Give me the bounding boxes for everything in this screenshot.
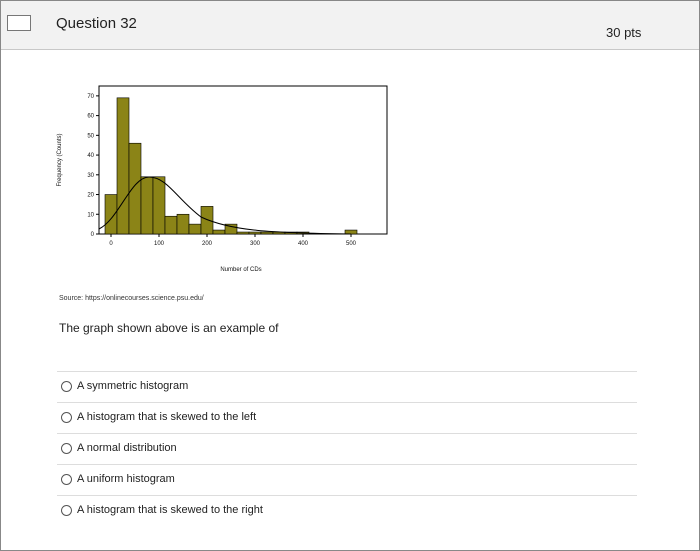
question-header: Question 32 30 pts [1, 1, 699, 50]
bar [212, 229, 226, 235]
radio[interactable] [61, 474, 72, 485]
x-tick-label: 0 [109, 241, 113, 247]
y-axis-label: Frequency (Counts) [57, 133, 63, 186]
option[interactable]: A histogram that is skewed to the left [57, 402, 637, 433]
bar [176, 213, 190, 235]
y-tick-label: 40 [87, 153, 94, 159]
bar [260, 231, 274, 235]
y-tick-label: 60 [87, 114, 94, 120]
option-label[interactable]: A histogram that is skewed to the right [77, 504, 263, 516]
question-title: Question 32 [56, 15, 137, 32]
radio[interactable] [61, 443, 72, 454]
bar [236, 231, 250, 235]
radio[interactable] [61, 381, 72, 392]
bar [128, 142, 142, 235]
bar [104, 194, 118, 235]
points: 30 pts [606, 25, 642, 40]
x-tick-label: 100 [154, 241, 165, 247]
x-tick-label: 300 [250, 241, 261, 247]
option-label[interactable]: A uniform histogram [77, 473, 175, 485]
bar [116, 97, 130, 235]
option[interactable]: A symmetric histogram [57, 371, 637, 402]
radio[interactable] [61, 412, 72, 423]
option[interactable]: A normal distribution [57, 433, 637, 464]
y-tick-label: 0 [91, 232, 95, 238]
fit-curve [98, 176, 352, 235]
bar [248, 231, 262, 235]
source: Source: https://onlinecourses.science.ps… [59, 295, 204, 302]
question-text: The graph shown above is an example of [59, 321, 279, 335]
x-tick-label: 400 [298, 241, 309, 247]
option[interactable]: A histogram that is skewed to the right [57, 495, 637, 526]
bar [188, 223, 202, 235]
bar [344, 229, 358, 235]
y-tick-label: 50 [87, 133, 94, 139]
x-axis-label: Number of CDs [220, 267, 261, 273]
option-label[interactable]: A symmetric histogram [77, 380, 189, 392]
x-tick-label: 500 [346, 241, 357, 247]
radio[interactable] [61, 505, 72, 516]
option-label[interactable]: A histogram that is skewed to the left [77, 411, 257, 423]
x-tick-label: 200 [202, 241, 213, 247]
histogram: Frequency (Counts) Number of CDs 0 10 20 30… [57, 85, 388, 273]
bar [164, 215, 178, 235]
y-tick-label: 10 [87, 212, 94, 218]
bar [200, 206, 214, 235]
option-label[interactable]: A normal distribution [77, 442, 177, 454]
bar [152, 176, 166, 235]
y-tick-label: 20 [87, 193, 94, 199]
y-tick-label: 70 [87, 94, 94, 100]
option[interactable]: A uniform histogram [57, 464, 637, 495]
bar [140, 176, 154, 235]
y-tick-label: 30 [87, 173, 94, 179]
flag-icon[interactable] [7, 15, 31, 31]
bar [224, 223, 238, 235]
